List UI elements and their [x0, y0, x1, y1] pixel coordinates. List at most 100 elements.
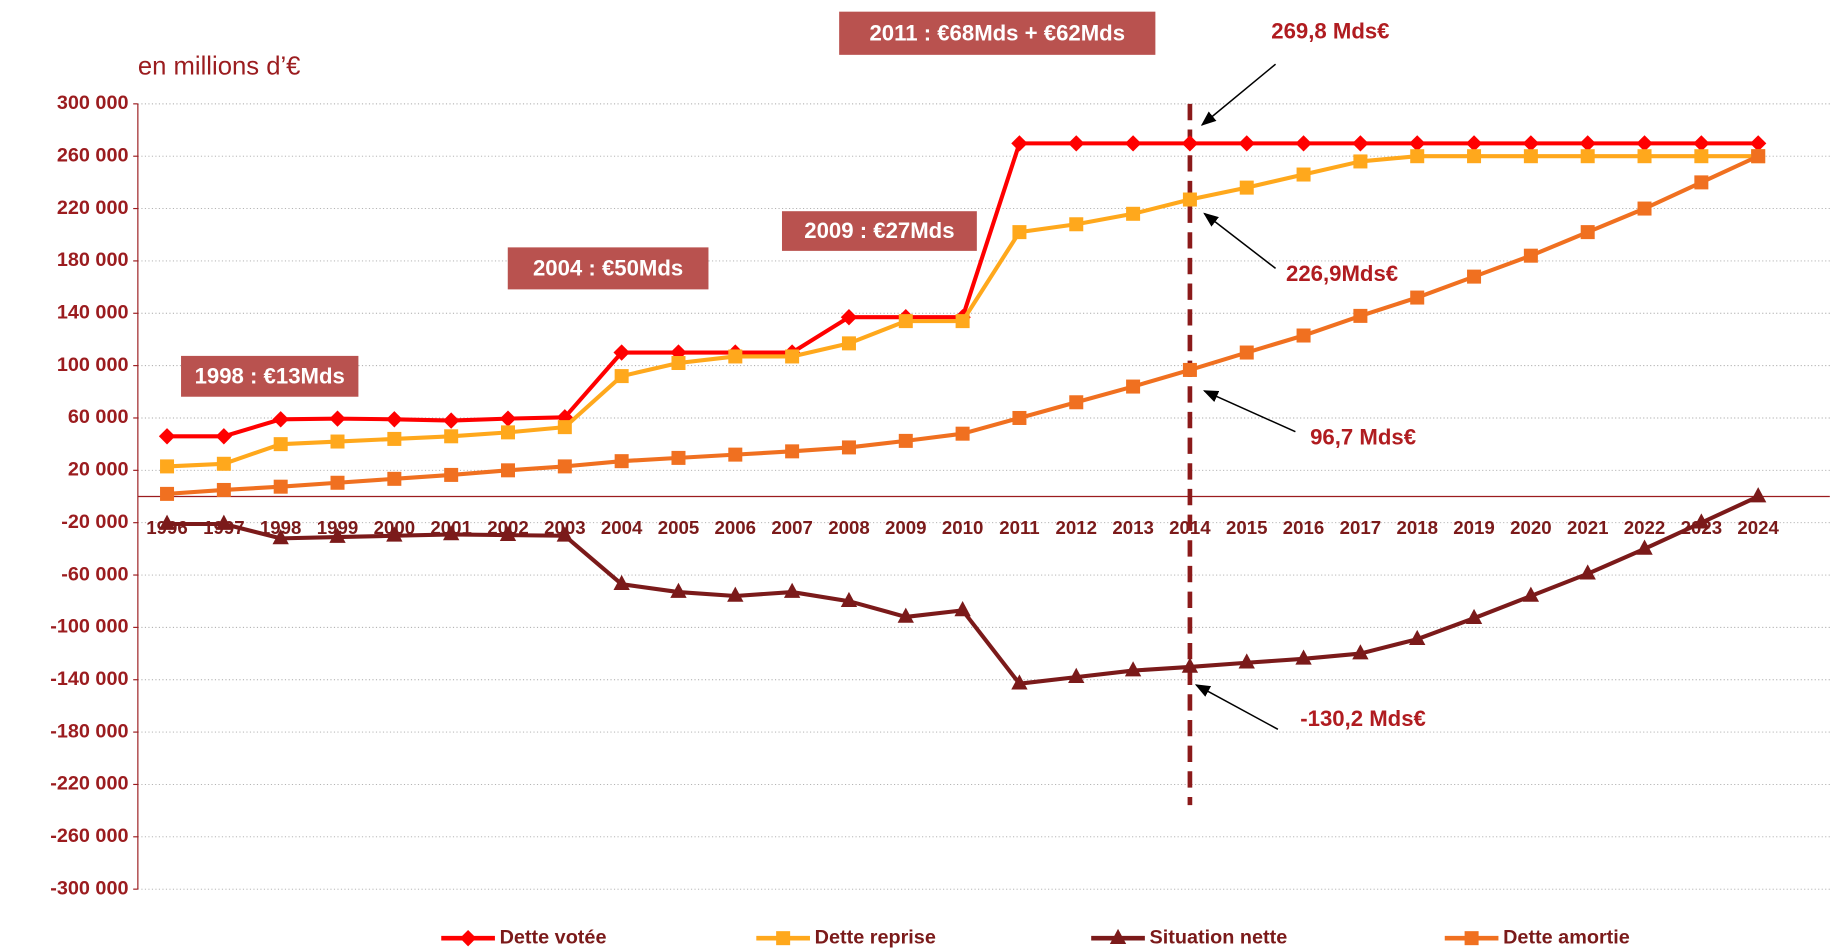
data-point: [160, 486, 175, 501]
annotation-text: 2011 : €68Mds + €62Mds: [869, 20, 1125, 45]
x-tick-label: 2004: [601, 517, 643, 538]
x-tick-label: 2006: [715, 517, 757, 538]
data-point: [840, 309, 858, 326]
data-point: [897, 607, 914, 623]
x-tick-label: 2022: [1624, 517, 1666, 538]
data-point: [841, 336, 856, 351]
data-point: [556, 526, 573, 542]
data-point: [1465, 608, 1483, 625]
x-tick-label: 2011: [999, 517, 1039, 538]
annotation-box: [781, 211, 977, 251]
data-point: [728, 447, 743, 462]
data-point: [330, 475, 345, 490]
x-tick-label: 2024: [1737, 517, 1779, 538]
x-tick-label: 2021: [1567, 517, 1609, 538]
y-tick-label: -20 000: [61, 511, 128, 533]
data-point: [329, 527, 346, 543]
data-point: [955, 426, 970, 441]
data-point: [840, 591, 858, 608]
data-point: [443, 412, 460, 429]
data-point: [1580, 225, 1595, 240]
data-point: [387, 471, 402, 486]
data-point: [1296, 167, 1311, 182]
x-tick-label: 1999: [317, 517, 359, 538]
annotation-text: 226,9Mds€: [1286, 261, 1398, 286]
data-point: [1579, 135, 1596, 152]
y-tick-label: -220 000: [50, 773, 128, 795]
data-point: [1410, 290, 1425, 305]
data-point: [216, 456, 231, 471]
data-point: [955, 314, 970, 329]
data-point: [499, 525, 517, 541]
data-point: [1012, 410, 1027, 425]
x-tick-label: 2018: [1396, 517, 1438, 538]
data-point: [1238, 135, 1255, 152]
data-point: [614, 454, 629, 469]
x-tick-label: 2009: [885, 517, 927, 538]
data-point: [330, 434, 345, 449]
x-tick-label: 1998: [260, 517, 302, 538]
x-tick-label: 2012: [1056, 517, 1098, 538]
data-point: [727, 586, 744, 602]
data-point: [1579, 564, 1596, 580]
data-point: [1295, 135, 1312, 152]
y-tick-label: 300 000: [57, 92, 129, 114]
legend-label: Dette votée: [500, 926, 607, 948]
data-point: [1069, 395, 1084, 410]
data-point: [785, 444, 800, 459]
data-point: [671, 356, 686, 371]
data-point: [1523, 149, 1538, 164]
data-point: [557, 420, 572, 435]
y-tick-label: 180 000: [57, 249, 129, 271]
data-point: [1182, 192, 1197, 207]
data-point: [1238, 653, 1255, 669]
data-point: [1580, 149, 1595, 164]
data-point: [1636, 135, 1653, 152]
data-point: [728, 349, 743, 364]
data-point: [1465, 135, 1483, 152]
data-point: [1637, 201, 1652, 216]
unit-label: en millions d’€: [138, 52, 301, 80]
data-point: [1410, 149, 1425, 164]
y-tick-label: 220 000: [57, 197, 129, 219]
y-tick-label: -100 000: [50, 616, 128, 638]
data-point: [613, 574, 630, 591]
data-point: [443, 525, 460, 541]
legend-marker: [1464, 931, 1479, 946]
data-point: [614, 369, 629, 384]
y-tick-label: -60 000: [61, 563, 128, 585]
data-point: [386, 526, 403, 542]
data-point: [1750, 487, 1767, 503]
data-point: [215, 514, 233, 530]
data-point: [444, 429, 459, 444]
x-tick-label: 2019: [1453, 517, 1495, 538]
data-point: [841, 440, 856, 455]
data-point: [1295, 649, 1312, 665]
data-point: [1181, 657, 1199, 673]
annotation-arrow: [1194, 684, 1279, 730]
data-point: [499, 410, 517, 427]
series-line: [167, 141, 1759, 439]
data-point: [1409, 629, 1426, 646]
data-point: [1467, 149, 1482, 164]
x-tick-label: 2007: [771, 517, 813, 538]
data-point: [954, 601, 971, 617]
legend-marker: [1109, 928, 1127, 944]
data-point: [1694, 149, 1709, 164]
x-tick-label: 2010: [942, 517, 984, 538]
data-point: [386, 411, 403, 428]
annotation-arrow: [1203, 212, 1277, 269]
data-point: [1636, 539, 1653, 555]
y-tick-label: -260 000: [50, 825, 128, 847]
data-point: [1069, 217, 1084, 232]
annotation-text: -130,2 Mds€: [1300, 706, 1426, 731]
data-point: [160, 459, 175, 474]
data-point: [329, 410, 346, 427]
data-point: [1239, 180, 1254, 195]
data-point: [1523, 248, 1538, 263]
data-point: [898, 314, 913, 329]
annotation-arrow: [1203, 390, 1296, 433]
annotation-text: 2009 : €27Mds: [804, 218, 954, 243]
data-point: [1750, 135, 1767, 152]
data-point: [1467, 269, 1482, 284]
